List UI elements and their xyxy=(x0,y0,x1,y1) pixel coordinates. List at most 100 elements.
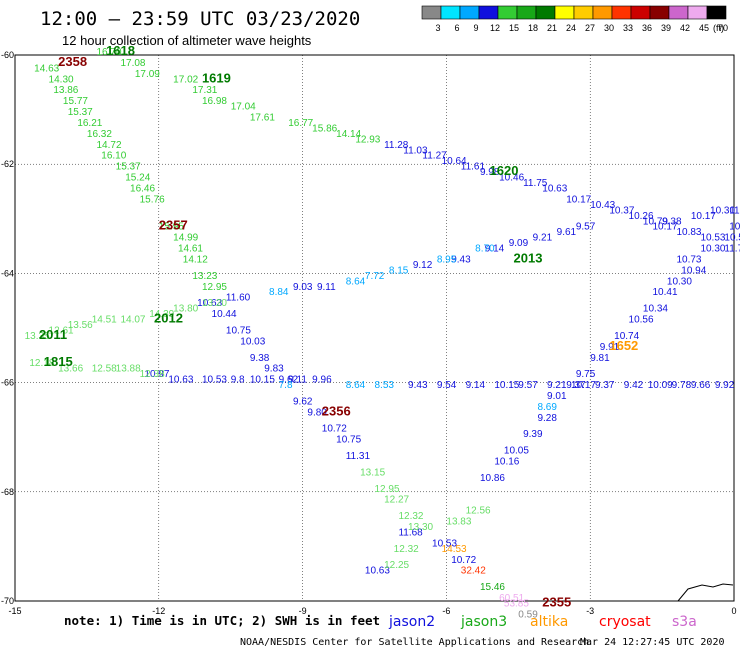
wave-height-label: 13.86 xyxy=(53,85,78,96)
wave-height-label: 14.72 xyxy=(96,140,121,151)
wave-height-label: 53.85 xyxy=(504,598,529,609)
colorbar-swatch xyxy=(649,5,670,20)
wave-height-label: 12.32 xyxy=(398,511,423,522)
x-tick-label: -3 xyxy=(586,606,594,616)
wave-height-label: 9.8 xyxy=(231,375,245,386)
wave-height-label: 10.30 xyxy=(667,276,692,287)
wave-height-label: 9.54 xyxy=(437,380,457,391)
wave-height-label: 10.17 xyxy=(653,222,678,233)
wave-height-label: 12.58 xyxy=(92,364,117,375)
wave-height-label: 10.43 xyxy=(590,200,615,211)
wave-height-label: 10.64 xyxy=(442,156,467,167)
wave-height-label: 14.39 xyxy=(149,309,174,320)
colorbar-swatch xyxy=(554,5,575,20)
colorbar-tick: 15 xyxy=(509,23,519,33)
colorbar-tick: 39 xyxy=(661,23,671,33)
wave-height-label: 11.27 xyxy=(422,151,447,162)
wave-height-label: 10.01 xyxy=(729,222,740,233)
wave-height-label: 10.53 xyxy=(700,233,725,244)
satellite-legend-item: jason2 xyxy=(388,614,435,630)
wave-height-label: 17.31 xyxy=(192,85,217,96)
wave-height-label: 8.64 xyxy=(346,276,366,287)
wave-height-label: 10.44 xyxy=(212,309,237,320)
wave-height-label: 8.53 xyxy=(375,380,395,391)
footer-note: note: 1) Time is in UTC; 2) SWH is in fe… xyxy=(64,613,380,628)
wave-height-label: 9.09 xyxy=(509,238,529,249)
colorbar-swatch xyxy=(497,5,518,20)
wave-height-label: 9.98 xyxy=(480,167,500,178)
wave-height-label: 8.64 xyxy=(346,380,366,391)
wave-height-label: 17.08 xyxy=(120,58,145,69)
pass-time-label: 1652 xyxy=(609,338,638,353)
wave-height-label: 10.72 xyxy=(451,555,476,566)
wave-height-label: 16.10 xyxy=(101,151,126,162)
wave-height-label: 9.66 xyxy=(691,380,711,391)
wave-height-label: 10.46 xyxy=(499,173,524,184)
wave-height-label: 10.57 xyxy=(724,233,740,244)
wave-height-label: 10.79 xyxy=(643,216,668,227)
colorbar-tick: 3 xyxy=(435,23,440,33)
y-tick-label: -62 xyxy=(1,159,14,169)
wave-height-label: 12.56 xyxy=(466,506,491,517)
y-tick-label: -60 xyxy=(1,50,14,60)
colorbar-tick: 45 xyxy=(699,23,709,33)
colorbar-tick: 12 xyxy=(490,23,500,33)
colorbar-unit: (ft) xyxy=(713,23,724,33)
wave-height-label: 15.46 xyxy=(480,582,505,593)
wave-height-label: 9.62 xyxy=(293,396,313,407)
colorbar-tick: 18 xyxy=(528,23,538,33)
wave-height-label: 9.61 xyxy=(557,227,577,238)
wave-height-label: 9.91 xyxy=(600,342,620,353)
y-tick-label: -64 xyxy=(1,268,14,278)
wave-height-label: 9.38 xyxy=(662,216,682,227)
wave-height-label: 10.17 xyxy=(566,194,591,205)
wave-height-label: 13.56 xyxy=(68,320,93,331)
wave-height-label: 16.77 xyxy=(288,118,313,129)
colorbar-swatch xyxy=(535,5,556,20)
wave-height-label: 10.16 xyxy=(494,457,519,468)
wave-height-label: 10.63 xyxy=(365,566,390,577)
wave-height-label: 16.21 xyxy=(77,118,102,129)
wave-height-label: 9.11 xyxy=(317,282,336,293)
wave-height-label: 9.12 xyxy=(413,260,433,271)
wave-height-label: 10.26 xyxy=(629,211,654,222)
pass-time-label: 1618 xyxy=(106,43,135,58)
colorbar-swatch xyxy=(687,5,708,20)
wave-height-label: 8.70 xyxy=(475,244,495,255)
wave-height-label: 13.80 xyxy=(173,304,198,315)
wave-height-label: 12.18 xyxy=(29,358,54,369)
wave-height-label: 11.60 xyxy=(226,293,251,304)
colorbar-tick: 42 xyxy=(680,23,690,33)
wave-height-label: 10.73 xyxy=(676,254,701,265)
coastline xyxy=(677,583,734,602)
wave-height-label: 9.39 xyxy=(523,429,543,440)
wave-height-label: 10.09 xyxy=(648,380,673,391)
pass-time-label: 2012 xyxy=(154,311,183,326)
colorbar-swatch xyxy=(668,5,689,20)
satellite-legend: jason2 jason3 altika cryosat s3a xyxy=(388,614,697,630)
wave-height-label: 15.76 xyxy=(140,194,165,205)
wave-height-label: 14.14 xyxy=(336,129,361,140)
footer-timestamp: Mar 24 12:27:45 UTC 2020 xyxy=(580,637,725,648)
colorbar-swatch xyxy=(573,5,594,20)
wave-height-label: 11.68 xyxy=(398,527,423,538)
wave-height-label: 9.21 xyxy=(533,233,553,244)
wave-height-label: 13.15 xyxy=(360,467,385,478)
wave-height-label: 9.14 xyxy=(466,380,486,391)
colorbar-swatch xyxy=(440,5,461,20)
wave-height-label: 8.84 xyxy=(269,287,289,298)
colorbar-swatch xyxy=(592,5,613,20)
grid-lines xyxy=(15,55,734,601)
colorbar-swatch xyxy=(611,5,632,20)
colorbar-swatch xyxy=(478,5,499,20)
wave-height-label: 13.20 xyxy=(202,298,227,309)
wave-height-label: 12.25 xyxy=(384,560,409,571)
wave-height-label: 9.43 xyxy=(408,380,428,391)
wave-height-label: 10.75 xyxy=(336,435,361,446)
pass-time-label: 2355 xyxy=(542,594,571,609)
wave-height-label: 10.53 xyxy=(202,375,227,386)
pass-time-label: 2358 xyxy=(58,54,87,69)
wave-height-label: 10.72 xyxy=(322,424,347,435)
wave-height-label: 12.95 xyxy=(202,282,227,293)
